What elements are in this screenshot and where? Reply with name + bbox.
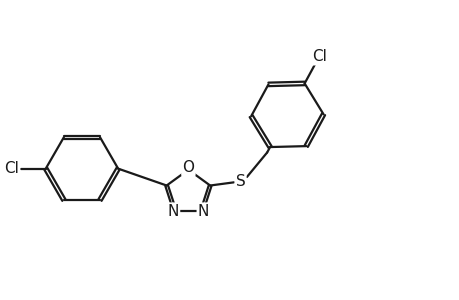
Text: N: N bbox=[197, 204, 209, 219]
Text: O: O bbox=[182, 160, 194, 175]
Text: Cl: Cl bbox=[311, 49, 326, 64]
Text: S: S bbox=[235, 174, 245, 189]
Text: N: N bbox=[167, 204, 179, 219]
Text: Cl: Cl bbox=[4, 161, 19, 176]
